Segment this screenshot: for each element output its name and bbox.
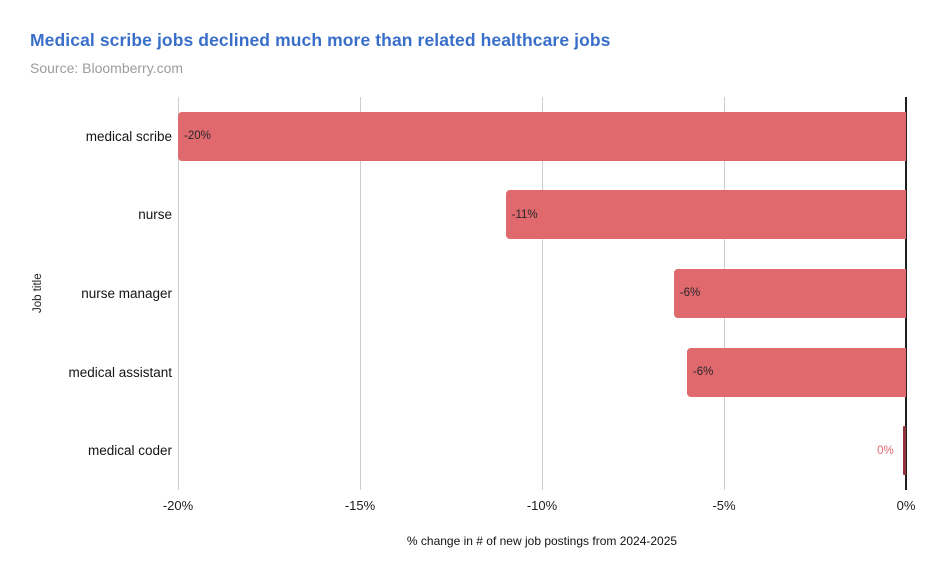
category-label: nurse manager [81,285,172,301]
gridline [178,97,179,490]
zero-axis-line [905,97,907,490]
x-axis-ticks: -20% -15% -10% -5% 0% [163,498,916,514]
bar-row: -20% [178,97,906,176]
bar-row: -11% [178,176,906,255]
category-label: nurse [138,207,172,223]
gridline [360,97,361,490]
plot-area: -20% -11% -6% -6% 0% [178,97,907,490]
gridline [542,97,543,490]
x-tick-label: -20% [162,498,194,513]
bar: -6% [673,268,906,318]
x-tick-label: -10% [526,498,558,513]
category-labels: medical scribe nurse nurse manager medical … [0,97,172,490]
bar-row: 0% [178,411,906,490]
category-label: medical coder [87,443,172,459]
bar: 0% [877,426,906,476]
category-label: medical scribe [85,128,172,144]
bar-value-label: 0% [877,444,894,457]
bar-value-label: -6% [679,287,701,300]
x-tick-label: -15% [344,498,376,513]
bar-row: -6% [178,333,906,412]
category-label: medical assistant [68,364,172,380]
bar-value-label: -11% [511,208,538,221]
x-axis-title: % change in # of new job postings from 2… [406,534,678,548]
bar: -6% [686,347,906,397]
bar: -20% [178,111,906,161]
x-tick-label: -5% [712,498,736,513]
bar: -11% [505,190,906,240]
bar-row: -6% [178,254,906,333]
bar-value-label: -20% [184,130,211,143]
x-tick-label: 0% [896,498,916,513]
bar-value-label: -6% [692,366,714,379]
bars: -20% -11% -6% -6% 0% [178,97,906,490]
chart-title: Medical scribe jobs declined much more t… [30,30,611,50]
source-label: Source: Bloomberry.com [30,60,184,76]
